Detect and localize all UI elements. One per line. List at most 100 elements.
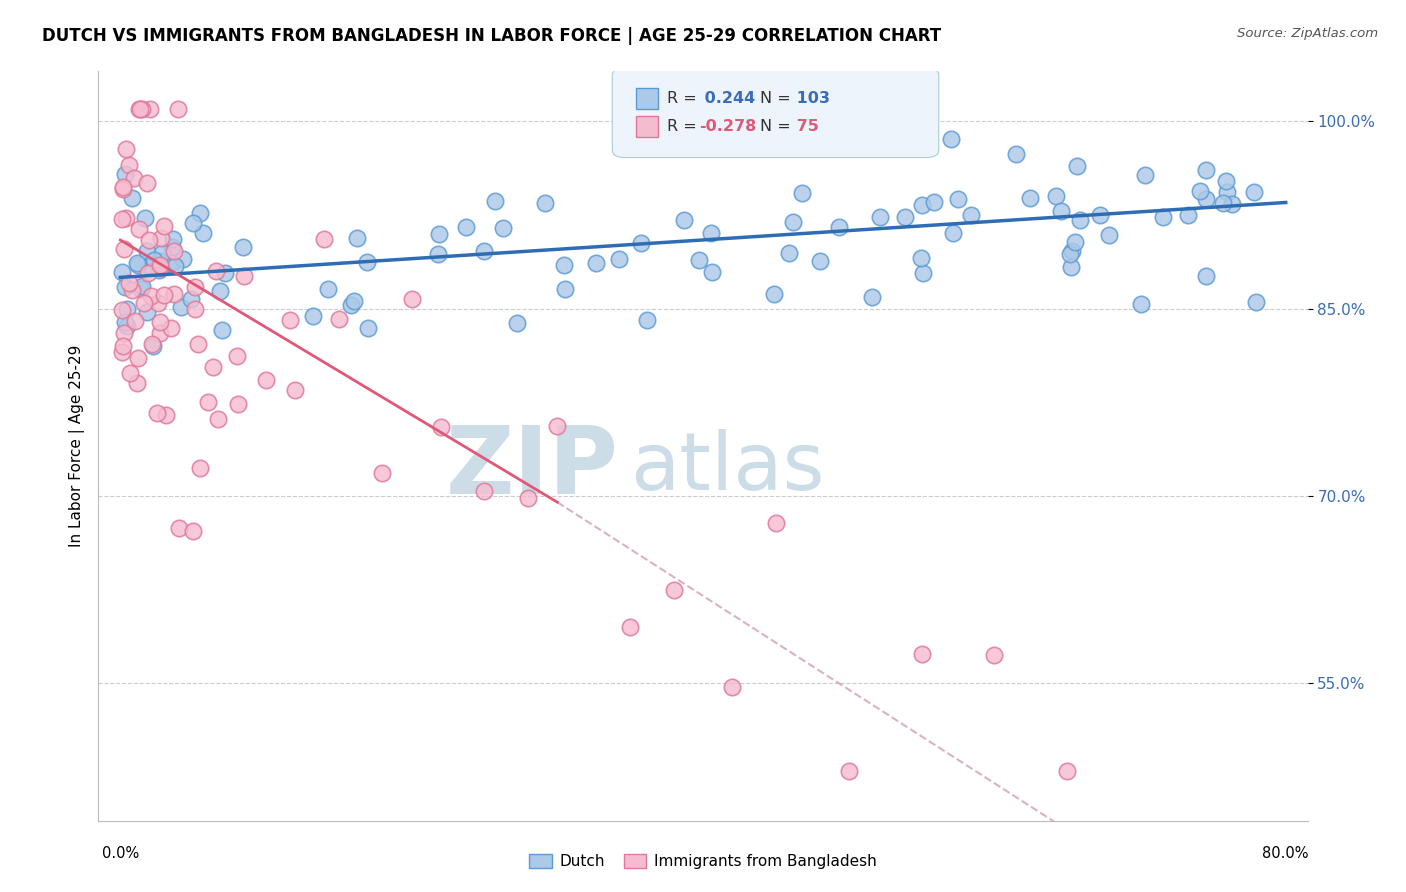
Point	[328, 311, 350, 326]
Text: atlas: atlas	[630, 429, 825, 508]
Point	[763, 286, 786, 301]
Point	[1066, 159, 1088, 173]
Point	[960, 208, 983, 222]
Point	[1189, 184, 1212, 198]
Text: R =: R =	[666, 120, 696, 135]
Point	[163, 244, 186, 258]
Point	[193, 226, 215, 240]
Point	[187, 337, 209, 351]
Point	[131, 279, 153, 293]
Point	[983, 648, 1005, 662]
Point	[148, 326, 170, 340]
Point	[765, 516, 787, 531]
Point	[808, 254, 831, 268]
Point	[188, 206, 211, 220]
Point	[869, 211, 891, 225]
Point	[111, 344, 134, 359]
Point	[128, 222, 150, 236]
Point	[184, 301, 207, 316]
Point	[114, 211, 136, 226]
Point	[1018, 191, 1040, 205]
Point	[211, 322, 233, 336]
Point	[232, 268, 254, 283]
Point	[506, 316, 529, 330]
Point	[636, 313, 658, 327]
Point	[204, 263, 226, 277]
Text: Source: ZipAtlas.com: Source: ZipAtlas.com	[1237, 27, 1378, 40]
Point	[1088, 208, 1111, 222]
Point	[128, 102, 150, 116]
Point	[148, 262, 170, 277]
Point	[254, 374, 277, 388]
Point	[474, 484, 496, 499]
Point	[630, 236, 652, 251]
Point	[112, 326, 135, 340]
Point	[166, 102, 188, 116]
Text: -0.278: -0.278	[699, 120, 756, 135]
Text: 0.244: 0.244	[699, 91, 755, 106]
Point	[111, 179, 134, 194]
Point	[700, 226, 723, 240]
Point	[1216, 185, 1239, 199]
Point	[343, 293, 366, 308]
Point	[159, 321, 181, 335]
Point	[546, 419, 568, 434]
Point	[339, 298, 361, 312]
Point	[484, 194, 506, 208]
Point	[131, 102, 153, 116]
Point	[1244, 295, 1267, 310]
Point	[148, 260, 170, 275]
Point	[1220, 197, 1243, 211]
Point	[828, 220, 851, 235]
Point	[426, 247, 449, 261]
Point	[894, 210, 917, 224]
Point	[860, 290, 883, 304]
FancyBboxPatch shape	[613, 68, 939, 158]
Point	[911, 198, 934, 212]
Point	[910, 251, 932, 265]
Point	[138, 233, 160, 247]
Point	[122, 171, 145, 186]
Point	[346, 231, 368, 245]
Text: 103: 103	[792, 91, 831, 106]
Point	[553, 259, 575, 273]
Point	[782, 214, 804, 228]
Point	[401, 292, 423, 306]
Point	[149, 258, 172, 272]
Point	[371, 467, 394, 481]
Bar	[637, 87, 658, 109]
Point	[121, 191, 143, 205]
Point	[427, 227, 450, 242]
Text: 75: 75	[792, 120, 820, 135]
Point	[1215, 174, 1237, 188]
Point	[118, 158, 141, 172]
Point	[202, 360, 225, 375]
Point	[1195, 268, 1218, 283]
Point	[163, 287, 186, 301]
Point	[790, 186, 813, 200]
Point	[163, 260, 186, 274]
Point	[232, 240, 254, 254]
Point	[125, 376, 148, 390]
Bar	[637, 116, 658, 137]
Point	[115, 142, 138, 156]
Point	[170, 300, 193, 314]
Point	[150, 254, 173, 268]
Point	[517, 491, 540, 505]
Text: R =: R =	[666, 91, 696, 106]
Point	[111, 182, 134, 196]
Point	[181, 216, 204, 230]
Point	[922, 194, 945, 209]
Point	[1045, 188, 1067, 202]
Point	[1195, 192, 1218, 206]
Point	[941, 132, 963, 146]
Point	[688, 253, 710, 268]
Point	[141, 288, 163, 302]
Point	[1177, 209, 1199, 223]
Point	[159, 256, 181, 270]
Point	[1060, 260, 1083, 274]
Point	[208, 285, 231, 299]
Point	[1212, 196, 1234, 211]
Point	[142, 339, 165, 353]
Y-axis label: In Labor Force | Age 25-29: In Labor Force | Age 25-29	[69, 345, 84, 547]
